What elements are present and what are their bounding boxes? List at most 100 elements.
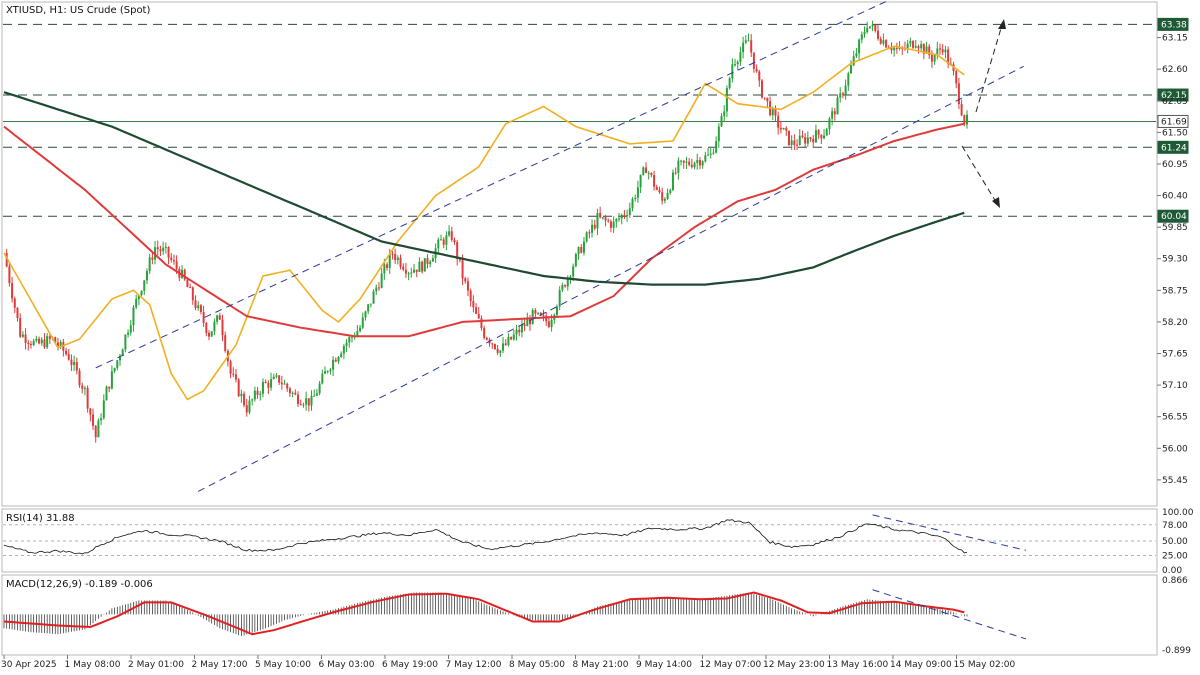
candle [790,140,793,146]
candle [558,290,561,307]
rsi-tick-label: 78.00 [1162,521,1188,531]
x-tick-label: 2 May 01:00 [128,660,184,670]
candle [564,285,567,287]
candle [272,376,275,380]
candle [917,46,920,49]
candle [391,253,394,255]
candle [86,387,89,409]
candle [831,111,834,119]
candle [356,331,359,337]
candle [933,55,936,62]
candle [645,167,647,173]
candle [895,47,898,49]
candle [496,348,499,353]
candle [267,382,270,388]
candle [682,160,685,163]
candle [8,266,11,284]
candle [38,338,41,344]
candle [67,354,70,360]
candle [739,52,742,62]
y-tick-label: 62.60 [1162,65,1188,75]
candle [70,359,73,366]
x-tick-label: 13 May 16:00 [827,660,889,670]
price-marks [3,20,968,443]
candle [213,321,216,332]
candle [404,269,407,274]
candle [118,355,121,361]
candle [194,300,197,309]
y-tick-label: 60.95 [1162,160,1188,170]
candle [510,336,513,340]
candle [839,93,842,98]
level-badge [1157,17,1189,31]
x-tick-label: 12 May 07:00 [700,660,762,670]
candle [35,338,38,341]
candle [148,257,151,271]
y-tick-label: 62.05 [1162,97,1188,107]
candle [930,55,933,62]
candle [375,287,378,292]
candle [893,47,896,51]
candle [860,34,863,40]
candle [618,218,621,220]
candle [534,310,537,314]
candle [604,217,607,221]
candle [340,353,343,358]
candle [480,318,483,329]
candle [170,257,173,260]
candle [32,340,35,346]
candle [493,344,496,349]
candle [588,232,591,234]
rsi-tick-label: 100.00 [1162,508,1194,518]
candle [402,266,405,270]
candle [127,332,130,335]
y-tick-label: 55.45 [1162,476,1188,486]
candle [100,418,103,421]
candle [561,285,564,291]
candle [439,239,442,241]
candle [874,24,877,31]
candle [73,361,76,366]
ema-mid-line [3,122,965,338]
candle [189,287,192,289]
candle [431,258,434,262]
candle [29,343,32,346]
candle [758,71,761,81]
rsi-line [3,519,968,555]
candle [124,334,127,350]
candle [372,291,375,304]
candle [577,247,580,255]
candle [415,269,418,272]
ema-fast-line [3,45,965,401]
candle [369,303,372,305]
candle [437,239,440,249]
candle [545,315,548,322]
candle [116,360,119,368]
x-tick-label: 8 May 21:00 [573,660,629,670]
y-tick-label: 59.85 [1162,223,1188,233]
candle [205,322,208,333]
level-badge-label: 61.69 [1161,117,1187,127]
candle [426,258,429,265]
candle [466,281,469,291]
candle [685,161,688,163]
candle [669,190,672,193]
candle [574,254,577,267]
rsi-tick-label: 0.00 [1162,566,1182,576]
candle [240,393,243,397]
candle [518,329,521,333]
candle [305,398,308,405]
candle [121,349,124,356]
rsi-title: RSI(14) 31.88 [6,513,75,524]
candle [407,273,410,275]
candle [56,342,59,347]
candle [410,272,413,274]
candle [502,343,505,351]
channel-upper [95,0,889,369]
candle [671,172,674,191]
candle [278,375,281,383]
candle [24,334,27,343]
candle [458,259,461,261]
candle [909,40,912,44]
